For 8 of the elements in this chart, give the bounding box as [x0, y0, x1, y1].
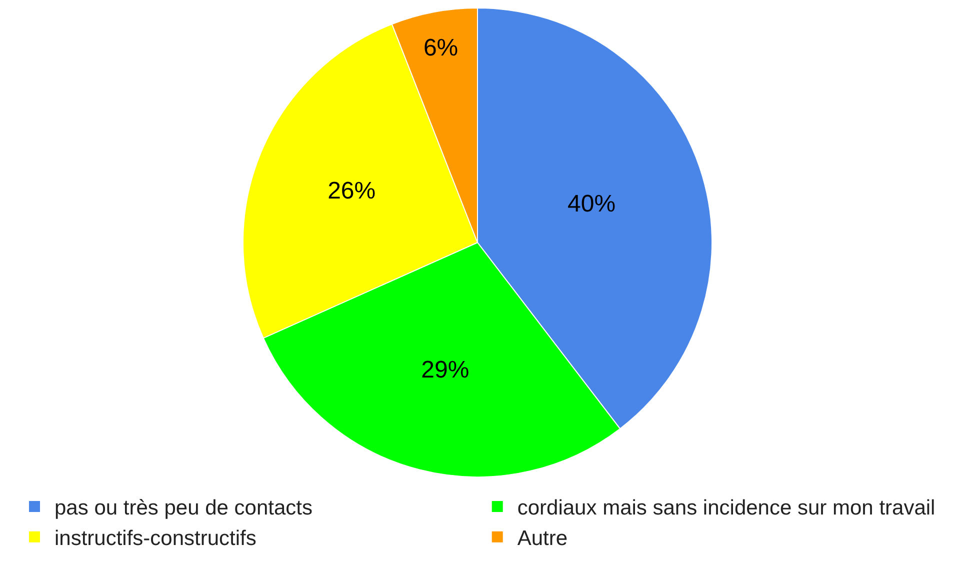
legend-label: Autre — [517, 527, 568, 550]
legend-label: cordiaux mais sans incidence sur mon travail — [517, 496, 936, 520]
legend-label: pas ou très peu de contacts — [54, 496, 312, 520]
data-label: 6% — [423, 34, 458, 62]
legend-label: instructifs-constructifs — [54, 527, 256, 550]
data-label: 29% — [421, 356, 470, 384]
data-label: 26% — [328, 177, 376, 204]
data-label: 40% — [568, 190, 616, 218]
